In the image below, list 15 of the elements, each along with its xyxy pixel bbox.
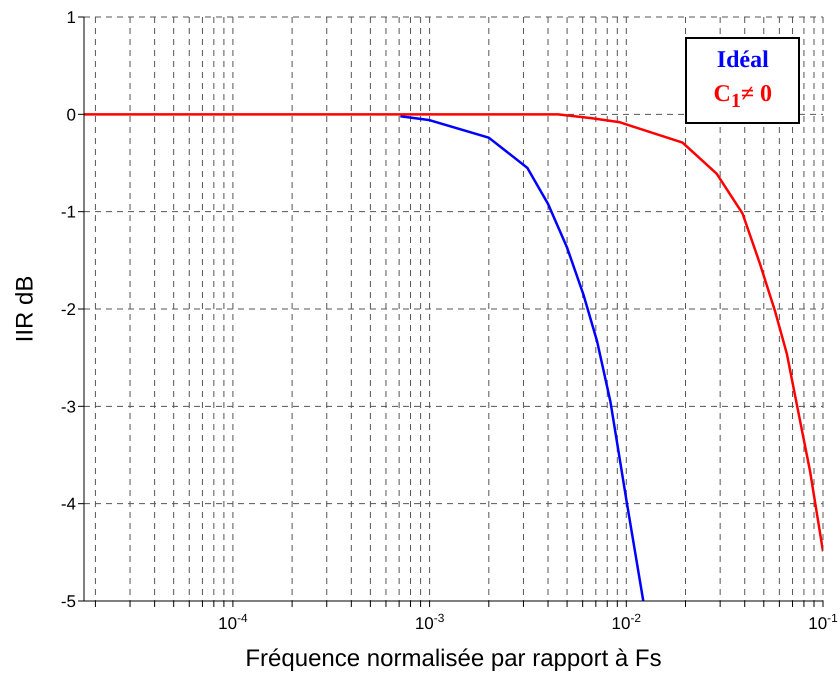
y-tick-label: -5: [60, 592, 76, 612]
x-axis-title: Fréquence normalisée par rapport à Fs: [245, 645, 662, 672]
x-tick-label: 10$^{-1}$: [808, 611, 838, 633]
series-label: C$_{1}$≠ 0: [713, 81, 772, 112]
x-tick-label: 10$^{-2}$: [612, 611, 642, 633]
y-tick-label: -4: [60, 494, 76, 514]
y-tick-label: -3: [60, 397, 76, 416]
y-axis-title: IIR dB: [12, 276, 39, 342]
text: Idéal: [716, 47, 769, 73]
y-tick-label: 1: [66, 8, 76, 28]
x-tick-label: 10$^{-4}$: [218, 611, 248, 633]
y-tick-label: -2: [60, 300, 76, 320]
x-tick-label: 10$^{-3}$: [414, 611, 445, 633]
y-tick-label: 0: [66, 105, 76, 124]
y-tick-label: -1: [60, 202, 76, 222]
